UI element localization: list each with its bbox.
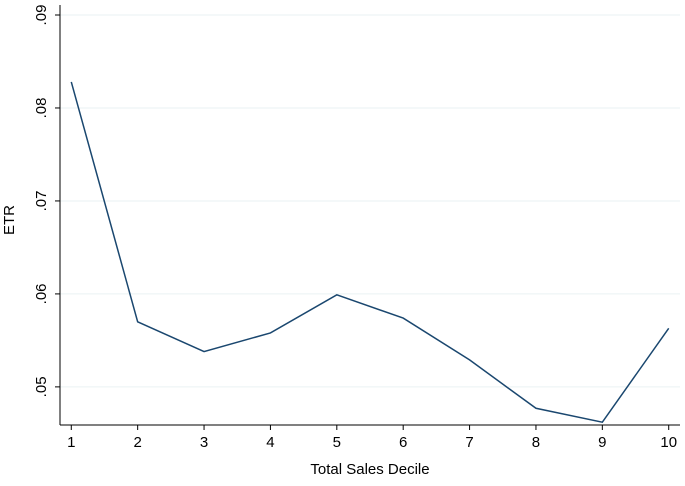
x-tick-label: 5 [333, 434, 341, 451]
y-tick-label: .07 [33, 191, 50, 212]
x-tick-label: 7 [465, 434, 473, 451]
x-tick-label: 6 [399, 434, 407, 451]
x-tick-label: 4 [266, 434, 274, 451]
y-axis-label: ETR [1, 205, 18, 235]
x-tick-label: 3 [200, 434, 208, 451]
line [70, 81, 670, 424]
x-tick-label: 8 [532, 434, 540, 451]
y-tick-label: .09 [33, 5, 50, 26]
y-tick-label: .05 [33, 376, 50, 397]
x-tick-label: 9 [598, 434, 606, 451]
y-tick-label: .08 [33, 98, 50, 119]
y-tick-label: .06 [33, 283, 50, 304]
x-tick-label: 2 [133, 434, 141, 451]
x-tick-label: 10 [660, 434, 677, 451]
x-tick-label: 1 [67, 434, 75, 451]
x-axis-label: Total Sales Decile [310, 461, 429, 478]
